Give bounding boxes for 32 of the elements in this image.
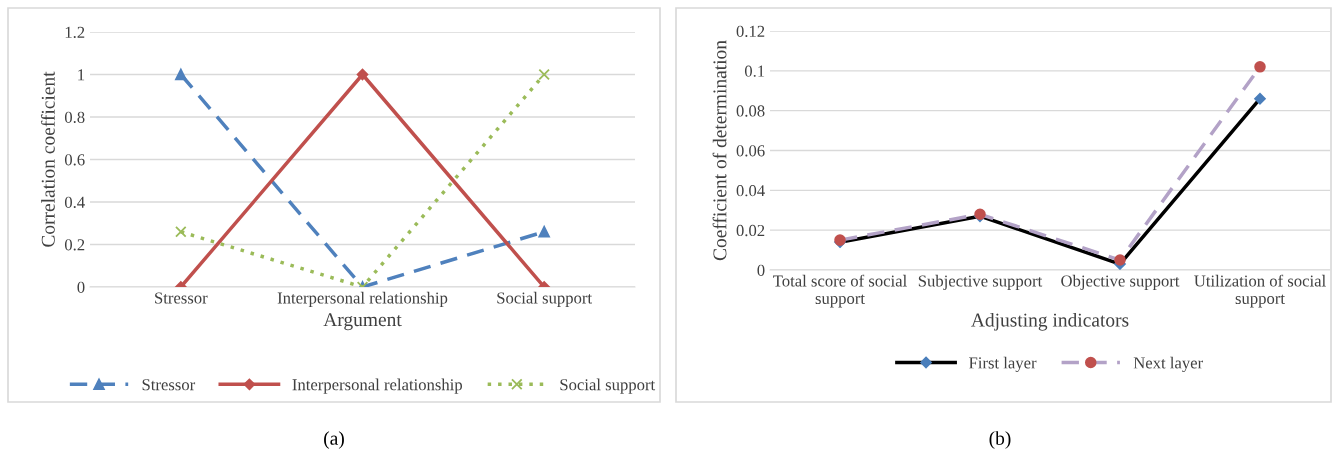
x-axis-title: Argument [323,313,402,331]
y-tick-label: 1.2 [65,26,85,39]
y-tick-label: 0.12 [736,25,765,38]
y-tick-label: 0 [77,281,85,293]
y-tick-label: 0.2 [64,239,85,251]
y-tick-label: 0.6 [64,154,85,166]
x-tick-label: Social support [497,291,592,307]
y-tick-label: 0.08 [736,105,765,117]
legend-label: Next layer [1133,356,1203,372]
text: (a) [324,431,344,449]
x-tick-label: Subjective support [918,274,1043,290]
legend-label: First layer [969,356,1037,372]
text: (b) [989,431,1011,449]
y-tick-label: 0.4 [64,196,85,209]
x-tick-label: Utilization of social support [1194,274,1326,308]
x-axis-title: Adjusting indicators [971,312,1129,331]
legend-label: Stressor [142,379,196,391]
y-axis-title: Coefficient of determination [712,40,727,261]
y-axis-title: Correlation coefficient [40,71,55,247]
x-tick-label: Stressor [155,292,208,304]
x-tick-label: Interpersonal relationship [277,291,448,307]
x-tick-label: Objective support [1061,274,1180,290]
y-tick-label: 0.8 [64,111,85,124]
legend-label: Interpersonal relationship [292,378,463,394]
x-tick-label: Total score of social support [773,274,907,308]
y-tick-label: 0 [757,264,765,276]
legend-label: Social support [560,378,656,394]
y-tick-label: 1 [78,69,85,81]
y-tick-label: 0.1 [744,65,765,77]
y-tick-label: 0.06 [736,145,765,157]
y-tick-label: 0.02 [736,224,765,237]
y-tick-label: 0.04 [736,185,765,197]
